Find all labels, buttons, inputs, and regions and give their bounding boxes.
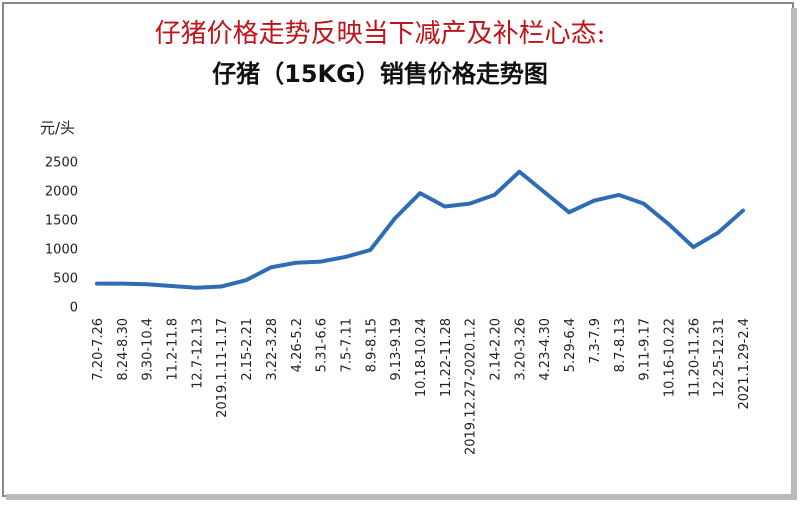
x-tick-label: 2021.1.29-2.4	[737, 318, 752, 410]
y-tick-label: 1000	[45, 243, 78, 258]
frame	[2, 2, 794, 497]
chart-subtitle: 仔猪（15KG）销售价格走势图	[212, 60, 548, 88]
x-tick-label: 8.24-8.30	[116, 318, 131, 381]
x-tick-label: 12.7-12.13	[190, 318, 205, 389]
y-axis-label: 元/头	[40, 119, 75, 137]
x-tick-label: 8.9-8.15	[364, 318, 379, 372]
x-tick-label: 5.29-6.4	[563, 318, 578, 372]
x-tick-label: 5.31-6.6	[315, 318, 330, 372]
y-tick-label: 0	[70, 301, 78, 316]
x-tick-label: 2019.12.27-2020.1.2	[464, 318, 479, 455]
x-tick-label: 7.20-7.26	[91, 318, 106, 381]
x-tick-label: 4.26-5.2	[290, 318, 305, 372]
line-series	[95, 169, 745, 290]
x-tick-label: 10.16-10.22	[662, 318, 677, 397]
x-tick-label: 2.15-2.21	[240, 318, 255, 381]
x-tick-label: 7.5-7.11	[339, 318, 354, 372]
x-tick-label: 2.14-2.20	[489, 318, 504, 381]
x-tick-label: 3.22-3.28	[265, 318, 280, 381]
x-tick-label: 3.20-3.26	[513, 318, 528, 381]
y-tick-label: 500	[53, 272, 78, 287]
x-tick-label: 12.25-12.31	[712, 318, 727, 397]
frame-shadow	[6, 494, 796, 500]
y-tick-label: 2000	[45, 185, 78, 200]
x-tick-label: 11.22-11.28	[439, 318, 454, 397]
chart-title: 仔猪价格走势反映当下减产及补栏心态:	[155, 19, 606, 49]
x-tick-label: 7.3-7.9	[588, 318, 603, 364]
y-tick-label: 2500	[45, 156, 78, 171]
y-tick-label: 1500	[45, 214, 78, 229]
x-tick-label: 9.30-10.4	[141, 318, 156, 381]
frame-shadow	[791, 8, 797, 500]
x-tick-label: 11.20-11.26	[687, 318, 702, 397]
x-tick-label: 9.13-9.19	[389, 318, 404, 381]
x-tick-label: 10.18-10.24	[414, 318, 429, 397]
x-tick-label: 2019.1.11-1.17	[215, 318, 230, 418]
x-tick-label: 8.7-8.13	[613, 318, 628, 372]
x-tick-label: 4.23-4.30	[538, 318, 553, 381]
x-tick-label: 9.11-9.17	[638, 318, 653, 381]
x-tick-label: 11.2-11.8	[166, 318, 181, 381]
